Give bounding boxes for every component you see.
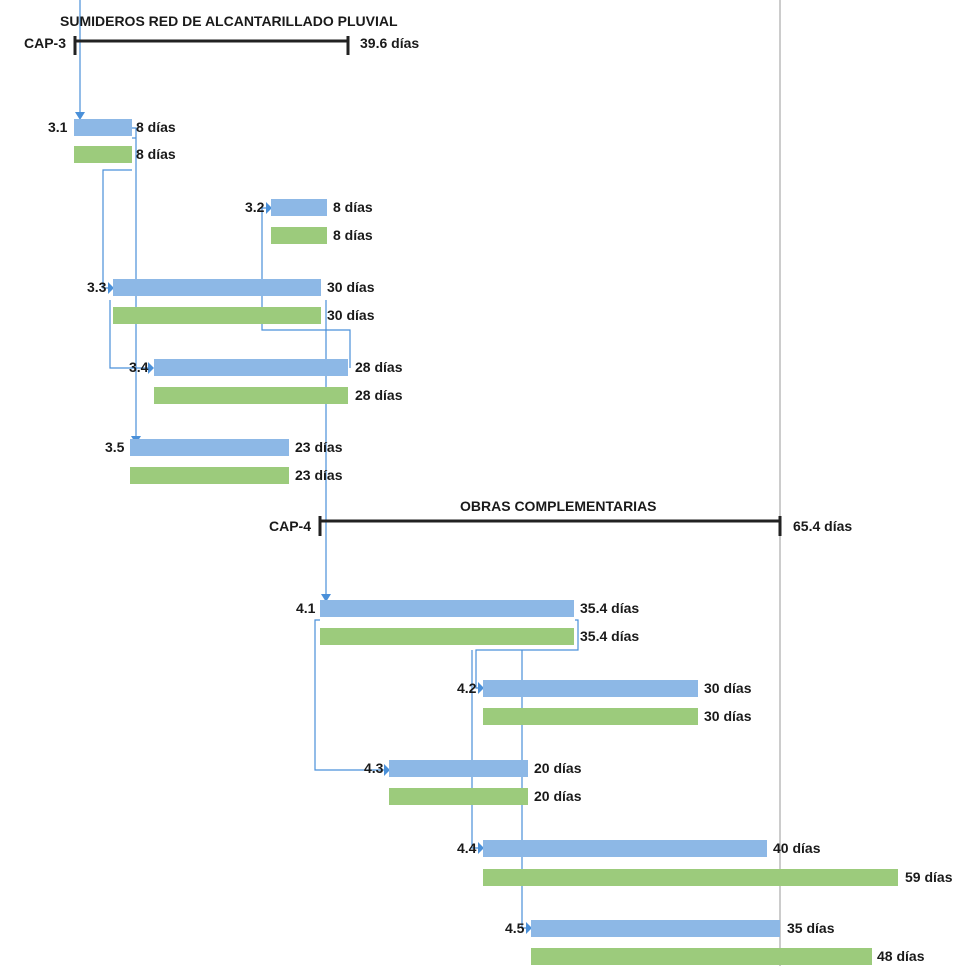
actual-duration: 48 días — [877, 948, 925, 964]
actual-duration: 8 días — [333, 227, 373, 243]
actual-bar — [483, 869, 898, 886]
task-id: 3.3 — [87, 279, 107, 295]
actual-duration: 8 días — [136, 146, 176, 162]
actual-bar — [74, 146, 132, 163]
actual-bar — [130, 467, 289, 484]
actual-duration: 30 días — [704, 708, 752, 724]
arrow-3.3 — [108, 282, 114, 294]
actual-duration: 59 días — [905, 869, 953, 885]
arrow-4.1 — [321, 594, 331, 602]
summary-id: CAP-3 — [24, 35, 66, 51]
actual-bar — [389, 788, 528, 805]
arrow-4.5 — [526, 922, 532, 934]
planned-bar — [130, 439, 289, 456]
dependency-links — [75, 0, 579, 934]
planned-bar — [271, 199, 327, 216]
actual-duration: 30 días — [327, 307, 375, 323]
planned-bar — [320, 600, 574, 617]
arrow-4.2 — [478, 682, 484, 694]
task-id: 3.5 — [105, 439, 125, 455]
task-3.3[interactable]: 3.3 30 días 30 días — [87, 279, 375, 324]
link-4.1-4.3 — [314, 619, 384, 771]
planned-bar — [483, 840, 767, 857]
task-3.5[interactable]: 3.5 23 días 23 días — [105, 439, 343, 484]
summary-duration: 39.6 días — [360, 35, 419, 51]
link-4.1-4.4 — [471, 650, 478, 849]
arrow-4.3 — [384, 764, 390, 776]
actual-duration: 28 días — [355, 387, 403, 403]
task-id: 3.4 — [129, 359, 149, 375]
summary-title: SUMIDEROS RED DE ALCANTARILLADO PLUVIAL — [60, 13, 398, 29]
planned-duration: 28 días — [355, 359, 403, 375]
link-3.1-3.3 — [102, 169, 132, 289]
arrow-4.4 — [478, 842, 484, 854]
summary-title: OBRAS COMPLEMENTARIAS — [460, 498, 657, 514]
link-3.3-3.4 — [109, 300, 148, 369]
task-id: 3.1 — [48, 119, 68, 135]
actual-bar — [271, 227, 327, 244]
task-4.4[interactable]: 4.4 40 días 59 días — [457, 840, 953, 886]
link-3.1-3.5 — [132, 127, 137, 436]
task-4.1[interactable]: 4.1 35.4 días 35.4 días — [296, 600, 639, 645]
planned-duration: 8 días — [136, 119, 176, 135]
task-id: 4.1 — [296, 600, 316, 616]
arrow-3.2 — [266, 202, 272, 214]
actual-bar — [483, 708, 698, 725]
task-id: 4.3 — [364, 760, 384, 776]
task-id: 4.4 — [457, 840, 477, 856]
planned-duration: 35 días — [787, 920, 835, 936]
planned-bar — [154, 359, 348, 376]
link-4.1-4.2 — [475, 619, 579, 689]
task-4.3[interactable]: 4.3 20 días 20 días — [364, 760, 582, 805]
actual-duration: 20 días — [534, 788, 582, 804]
task-3.2[interactable]: 3.2 8 días 8 días — [245, 199, 373, 244]
link-4.1-4.5 — [521, 650, 526, 929]
planned-bar — [74, 119, 132, 136]
planned-duration: 30 días — [704, 680, 752, 696]
task-id: 3.2 — [245, 199, 265, 215]
arrow-3.4 — [148, 362, 154, 374]
task-id: 4.2 — [457, 680, 477, 696]
task-id: 4.5 — [505, 920, 525, 936]
task-3.4[interactable]: 3.4 28 días 28 días — [129, 359, 403, 404]
actual-bar — [154, 387, 348, 404]
summary-cap-3[interactable]: SUMIDEROS RED DE ALCANTARILLADO PLUVIAL … — [24, 13, 419, 55]
planned-bar — [389, 760, 528, 777]
task-4.2[interactable]: 4.2 30 días 30 días — [457, 680, 752, 725]
summary-duration: 65.4 días — [793, 518, 852, 534]
summary-cap-4[interactable]: OBRAS COMPLEMENTARIAS CAP-4 65.4 días — [269, 498, 852, 536]
planned-bar — [113, 279, 321, 296]
planned-bar — [483, 680, 698, 697]
actual-duration: 23 días — [295, 467, 343, 483]
link-3.2-3.4 — [261, 207, 351, 368]
actual-bar — [320, 628, 574, 645]
arrow-3.1 — [75, 112, 85, 120]
actual-bar — [531, 948, 872, 965]
actual-bar — [113, 307, 321, 324]
planned-bar — [531, 920, 780, 937]
task-3.1[interactable]: 3.1 8 días 8 días — [48, 119, 176, 163]
summary-id: CAP-4 — [269, 518, 311, 534]
planned-duration: 35.4 días — [580, 600, 639, 616]
actual-duration: 35.4 días — [580, 628, 639, 644]
task-4.5[interactable]: 4.5 35 días 48 días — [505, 920, 925, 965]
planned-duration: 30 días — [327, 279, 375, 295]
planned-duration: 20 días — [534, 760, 582, 776]
planned-duration: 23 días — [295, 439, 343, 455]
planned-duration: 8 días — [333, 199, 373, 215]
planned-duration: 40 días — [773, 840, 821, 856]
